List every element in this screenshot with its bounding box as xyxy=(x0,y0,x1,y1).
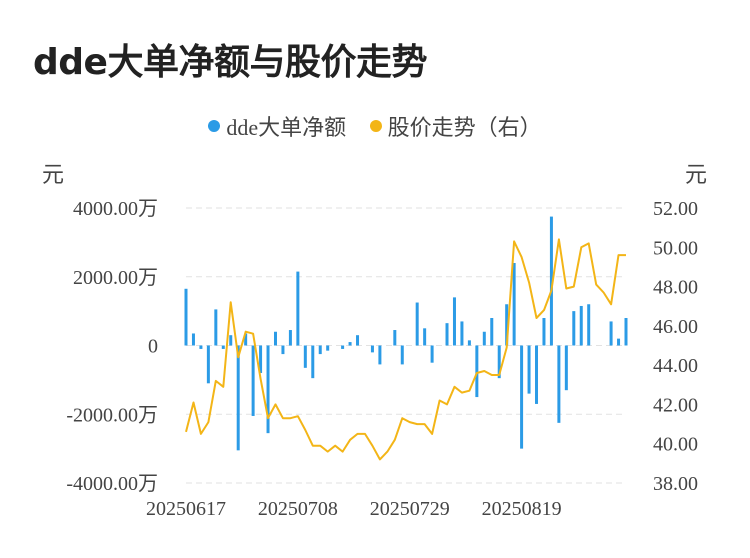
dde-bar xyxy=(370,345,374,353)
dde-bar xyxy=(191,333,195,346)
right-tick-label: 40.00 xyxy=(653,434,698,456)
dde-bar xyxy=(393,330,397,346)
dde-bar xyxy=(497,345,501,379)
left-tick-label: -2000.00万 xyxy=(66,404,158,426)
dde-bar xyxy=(400,345,404,365)
right-tick-label: 50.00 xyxy=(653,237,698,259)
price-line xyxy=(185,238,626,461)
dde-bar xyxy=(199,345,203,349)
dde-bar xyxy=(557,345,561,423)
dde-bar xyxy=(229,335,233,346)
dde-bar xyxy=(430,345,434,363)
dde-bar xyxy=(273,331,277,346)
dde-bar xyxy=(520,345,524,449)
right-tick-label: 52.00 xyxy=(653,198,698,220)
dde-bar xyxy=(303,345,307,368)
dde-bar xyxy=(535,345,539,404)
legend-item-price[interactable]: 股价走势（右） xyxy=(369,110,542,142)
legend-marker-dde xyxy=(208,120,221,132)
dde-bar xyxy=(341,345,345,349)
dde-bar xyxy=(490,318,494,346)
dde-bar xyxy=(326,345,330,351)
dde-bar xyxy=(564,345,568,391)
right-tick-label: 42.00 xyxy=(653,394,698,416)
legend-marker-price xyxy=(369,120,382,132)
dde-bar xyxy=(460,321,464,346)
dde-bar xyxy=(259,345,263,373)
dde-bar xyxy=(356,335,360,346)
dde-bar xyxy=(624,318,628,346)
legend-label-dde: dde大单净额 xyxy=(226,115,347,140)
x-tick-label: 20250819 xyxy=(482,498,562,520)
x-tick-label: 20250729 xyxy=(370,498,450,520)
legend-item-dde[interactable]: dde大单净额 xyxy=(208,110,346,142)
x-tick-label: 20250617 xyxy=(146,498,226,520)
dde-bar xyxy=(288,330,292,346)
dde-bar xyxy=(542,318,546,346)
dde-bar xyxy=(423,328,427,346)
dde-bar xyxy=(266,345,270,434)
dde-bar xyxy=(527,345,531,394)
left-tick-label: 2000.00万 xyxy=(73,267,158,289)
right-tick-label: 48.00 xyxy=(653,277,698,299)
right-tick-label: 38.00 xyxy=(653,473,698,495)
dde-bar xyxy=(206,345,210,384)
dde-bar xyxy=(236,345,240,451)
left-tick-label: 4000.00万 xyxy=(73,198,158,220)
dde-bar xyxy=(445,323,449,346)
dde-bar xyxy=(378,345,382,365)
left-tick-label: 0 xyxy=(148,336,158,358)
chart-title: dde大单净额与股价走势 xyxy=(33,42,427,83)
dde-bar xyxy=(467,340,471,346)
dde-bar xyxy=(184,288,188,346)
dde-bar xyxy=(512,263,516,346)
dde-bar xyxy=(609,321,613,346)
dde-bar xyxy=(281,345,285,355)
legend: dde大单净额 股价走势（右） xyxy=(0,110,750,142)
dde-bar xyxy=(348,342,352,346)
dde-bar xyxy=(318,345,322,355)
dde-bar xyxy=(415,302,419,346)
dde-bar xyxy=(549,216,553,346)
left-tick-label: -4000.00万 xyxy=(66,473,158,495)
right-axis-unit: 元 xyxy=(685,162,708,187)
dde-bar xyxy=(221,345,225,349)
dde-bar xyxy=(617,338,621,346)
dde-bar xyxy=(579,305,583,346)
dde-bar xyxy=(251,345,255,416)
legend-label-price: 股价走势（右） xyxy=(387,115,542,140)
right-tick-label: 44.00 xyxy=(653,355,698,377)
dde-bar xyxy=(475,345,479,398)
dde-bar xyxy=(244,333,248,346)
dde-bar xyxy=(214,309,218,346)
left-axis-unit: 元 xyxy=(42,162,65,187)
dde-bar xyxy=(482,331,486,346)
dde-bar xyxy=(572,311,576,346)
dde-bar xyxy=(452,297,456,346)
dde-bar xyxy=(296,271,300,346)
dde-bar xyxy=(587,304,591,346)
right-tick-label: 46.00 xyxy=(653,316,698,338)
dde-bar xyxy=(311,345,315,379)
dde-bar xyxy=(505,304,509,346)
x-tick-label: 20250708 xyxy=(258,498,338,520)
